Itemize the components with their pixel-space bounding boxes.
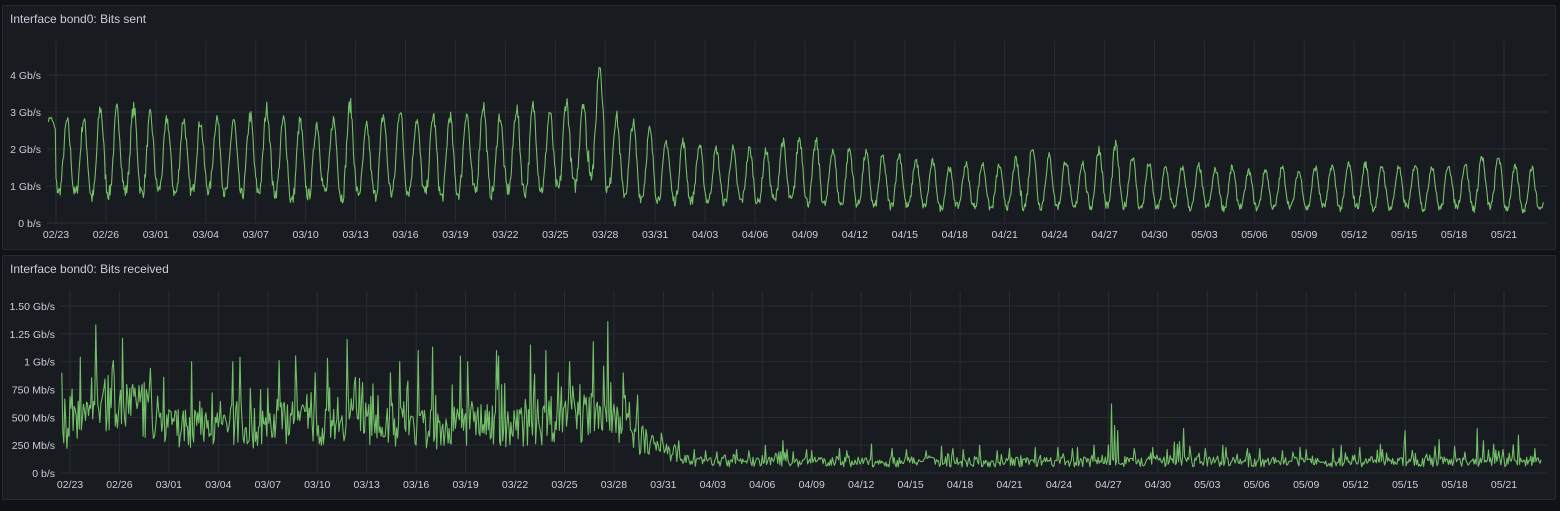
x-tick-label: 02/23: [43, 229, 69, 241]
x-tick-label: 05/15: [1392, 479, 1418, 491]
panel-bits-sent: Interface bond0: Bits sent 0 b/s 1 Gb/s 2 …: [2, 5, 1556, 250]
bits-received-chart: 0 b/s 250 Mb/s 500 Mb/s 750 Mb/s 1 Gb/s 1.25 …: [9, 291, 1548, 491]
x-tick-label: 03/13: [354, 479, 380, 491]
series-line-bits-sent: [47, 66, 1545, 214]
x-tick-label: 05/18: [1441, 479, 1467, 491]
y-tick-label: 3 Gb/s: [10, 107, 41, 119]
x-tick-label: 03/19: [442, 229, 468, 241]
y-tick-label: 250 Mb/s: [12, 440, 55, 452]
x-tick-label: 03/07: [255, 479, 281, 491]
x-tick-label: 04/24: [1046, 479, 1072, 491]
x-tick-label: 05/06: [1244, 479, 1270, 491]
x-tick-label: 04/12: [848, 479, 874, 491]
x-tick-label: 03/16: [392, 229, 418, 241]
x-tick-label: 05/09: [1293, 479, 1319, 491]
x-tick-label: 04/06: [742, 229, 768, 241]
y-tick-label: 2 Gb/s: [10, 144, 41, 156]
bits-sent-chart: 0 b/s 1 Gb/s 2 Gb/s 3 Gb/s 4 Gb/s 02/23 02/26 0…: [10, 41, 1548, 241]
x-tick-label: 04/03: [700, 479, 726, 491]
y-tick-label: 750 Mb/s: [12, 385, 55, 397]
x-tick-label: 05/06: [1241, 229, 1267, 241]
y-tick-label: 1 Gb/s: [10, 181, 41, 193]
x-tick-label: 03/10: [304, 479, 330, 491]
y-tick-label: 1 Gb/s: [24, 357, 55, 369]
x-tick-label: 03/07: [243, 229, 269, 241]
series-line-bits-received: [61, 321, 1542, 468]
x-tick-label: 03/25: [542, 229, 568, 241]
x-tick-label: 03/22: [502, 479, 528, 491]
x-tick-label: 04/27: [1095, 479, 1121, 491]
x-tick-label: 03/13: [342, 229, 368, 241]
x-tick-label: 04/09: [799, 479, 825, 491]
y-tick-label: 4 Gb/s: [10, 70, 41, 82]
panel-title: Interface bond0: Bits received: [10, 262, 169, 276]
x-tick-label: 04/30: [1145, 479, 1171, 491]
x-tick-label: 05/03: [1194, 479, 1220, 491]
y-tick-label: 1.50 Gb/s: [9, 301, 55, 313]
x-tick-label: 03/31: [642, 229, 668, 241]
y-tick-label: 500 Mb/s: [12, 412, 55, 424]
x-tick-label: 03/31: [650, 479, 676, 491]
x-tick-label: 04/21: [992, 229, 1018, 241]
y-tick-label: 1.25 Gb/s: [9, 329, 55, 341]
x-tick-label: 03/16: [403, 479, 429, 491]
x-tick-label: 05/18: [1441, 229, 1467, 241]
x-tick-label: 05/12: [1343, 479, 1369, 491]
x-tick-label: 04/18: [947, 479, 973, 491]
x-tick-label: 05/03: [1191, 229, 1217, 241]
x-tick-label: 04/09: [792, 229, 818, 241]
x-tick-label: 04/03: [692, 229, 718, 241]
x-tick-label: 04/30: [1141, 229, 1167, 241]
x-tick-label: 03/04: [205, 479, 231, 491]
x-tick-label: 04/15: [897, 479, 923, 491]
x-tick-label: 05/12: [1341, 229, 1367, 241]
panel-title: Interface bond0: Bits sent: [10, 12, 147, 26]
x-tick-label: 04/21: [996, 479, 1022, 491]
x-tick-label: 03/01: [156, 479, 182, 491]
y-tick-label: 0 b/s: [18, 218, 41, 230]
x-tick-label: 02/26: [93, 229, 119, 241]
x-tick-label: 05/09: [1291, 229, 1317, 241]
x-tick-label: 03/28: [601, 479, 627, 491]
x-tick-label: 03/04: [193, 229, 219, 241]
x-tick-label: 04/27: [1091, 229, 1117, 241]
x-tick-label: 05/15: [1391, 229, 1417, 241]
x-tick-label: 03/01: [143, 229, 169, 241]
x-tick-label: 04/12: [842, 229, 868, 241]
y-tick-label: 0 b/s: [32, 468, 55, 480]
x-tick-label: 04/15: [892, 229, 918, 241]
x-tick-label: 03/22: [492, 229, 518, 241]
x-tick-label: 05/21: [1491, 479, 1517, 491]
x-tick-label: 04/18: [942, 229, 968, 241]
x-tick-label: 03/19: [452, 479, 478, 491]
panel-bits-received: Interface bond0: Bits received 0 b/s 250 …: [2, 255, 1556, 500]
x-tick-label: 02/23: [57, 479, 83, 491]
x-tick-label: 05/21: [1491, 229, 1517, 241]
x-tick-label: 03/10: [293, 229, 319, 241]
x-tick-label: 03/25: [551, 479, 577, 491]
x-tick-label: 04/06: [749, 479, 775, 491]
x-tick-label: 04/24: [1041, 229, 1067, 241]
x-tick-label: 03/28: [592, 229, 618, 241]
x-tick-label: 02/26: [106, 479, 132, 491]
